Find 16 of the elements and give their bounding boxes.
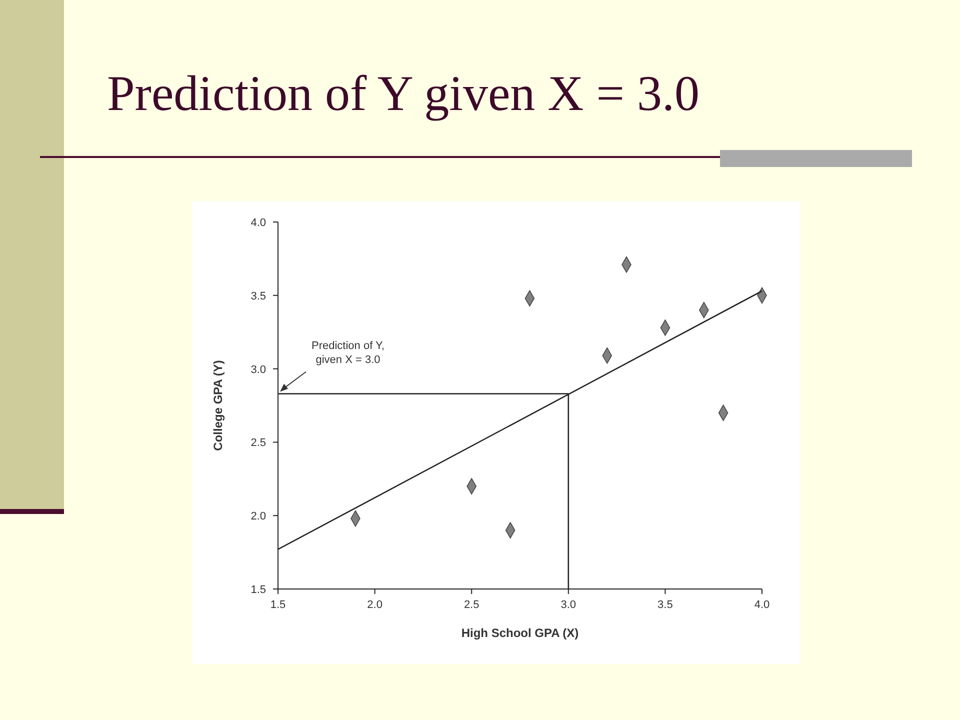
x-axis-title: High School GPA (X) [461,626,579,640]
x-tick-label: 1.5 [270,599,286,611]
x-tick-label: 2.0 [367,599,382,611]
y-tick-label: 3.5 [250,290,266,302]
y-tick-label: 3.0 [250,364,266,376]
y-tick-label: 4.0 [250,217,266,229]
y-axis-title: College GPA (Y) [211,360,225,451]
y-tick-label: 2.0 [250,510,266,523]
x-tick-label: 2.5 [464,599,480,611]
y-tick-label: 1.5 [250,584,266,596]
annotation: Prediction of Y, given X = 3.0 [312,340,384,366]
y-tick-label: 2.5 [250,437,266,450]
x-tick-label: 3.0 [560,599,576,611]
x-tick-label: 4.0 [754,599,770,611]
x-tick-label: 3.5 [658,599,673,611]
chart-title: Prediction of Y given X = 3.0 [107,65,700,121]
